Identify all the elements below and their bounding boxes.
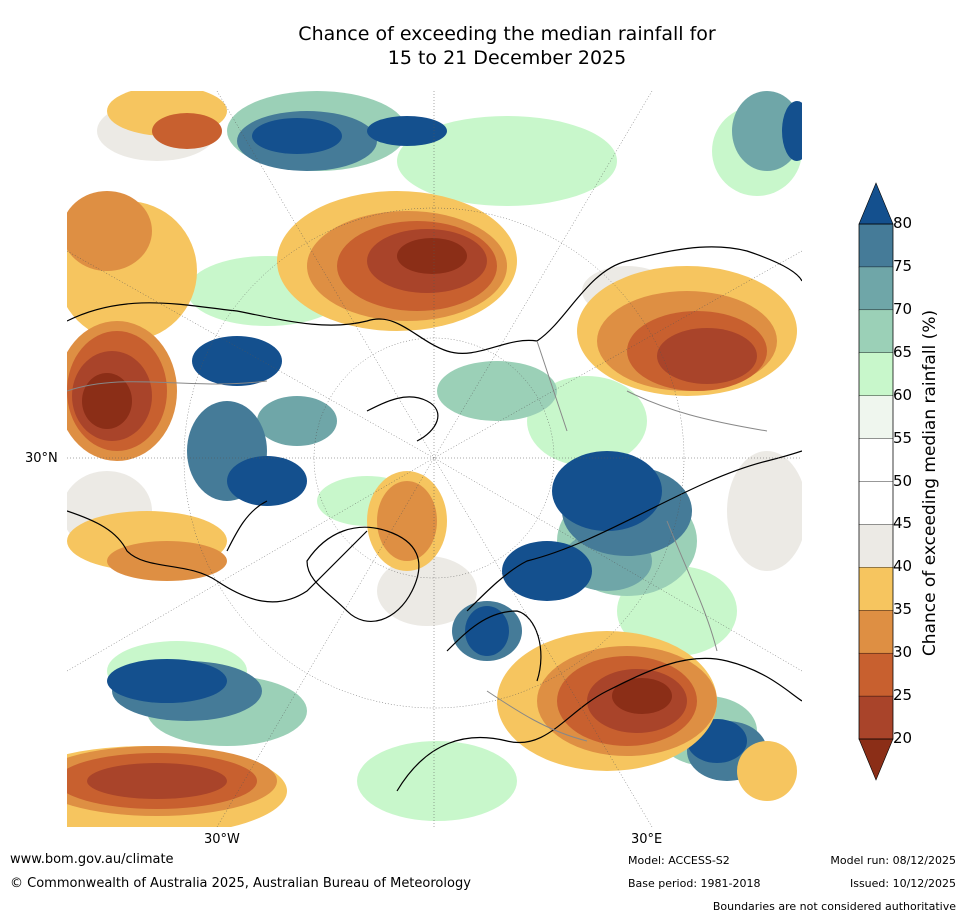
colorbar-tick-label: 40 bbox=[893, 557, 913, 576]
title-line-1: Chance of exceeding the median rainfall … bbox=[298, 23, 716, 45]
colorbar-band bbox=[858, 567, 894, 611]
footer-model-run: Model run: 08/12/2025 bbox=[830, 854, 956, 867]
colorbar-over-arrow bbox=[858, 182, 894, 225]
colorbar-band bbox=[858, 352, 894, 397]
colorbar-band bbox=[858, 524, 894, 569]
colorbar-band bbox=[858, 223, 894, 268]
colorbar-under-arrow bbox=[858, 738, 894, 781]
footer-disclaimer: Boundaries are not considered authoritat… bbox=[712, 900, 956, 913]
footer-base-period: Base period: 1981-2018 bbox=[628, 877, 761, 890]
colorbar-band bbox=[858, 695, 894, 740]
colorbar-band bbox=[858, 438, 894, 483]
colorbar-outline bbox=[858, 223, 894, 740]
chart-title: Chance of exceeding the median rainfall … bbox=[0, 22, 965, 70]
country-boundaries bbox=[67, 340, 768, 742]
colorbar-bands bbox=[858, 223, 894, 740]
colorbar-band bbox=[858, 395, 894, 440]
colorbar-band bbox=[858, 266, 894, 311]
brown-20-patches bbox=[82, 238, 672, 714]
title-line-2: 15 to 21 December 2025 bbox=[387, 47, 627, 69]
colorbar-band bbox=[858, 481, 894, 526]
colorbar-tick-label: 60 bbox=[893, 385, 913, 404]
colorbar-title: Chance of exceeding median rainfall (%) bbox=[920, 309, 940, 657]
colorbar-tick-label: 65 bbox=[893, 342, 913, 361]
colorbar-tick-label: 70 bbox=[893, 299, 913, 318]
graticule bbox=[67, 91, 802, 827]
footer-model: Model: ACCESS-S2 bbox=[628, 854, 730, 867]
colorbar-tick-label: 35 bbox=[893, 600, 913, 619]
colorbar-band bbox=[858, 309, 894, 354]
colorbar-tick-label: 25 bbox=[893, 686, 913, 705]
coastlines bbox=[67, 246, 802, 792]
colorbar-tick-label: 20 bbox=[893, 729, 913, 747]
colorbar-tick-label: 55 bbox=[893, 428, 913, 447]
colorbar-tick-label: 80 bbox=[893, 214, 913, 232]
footer-issued: Issued: 10/12/2025 bbox=[849, 877, 956, 890]
colorbar-tick-label: 75 bbox=[893, 256, 913, 275]
colorbar-band bbox=[858, 610, 894, 654]
colorbar-band bbox=[858, 652, 894, 697]
colorbar-tick-label: 50 bbox=[893, 471, 913, 490]
colorbar-tick-label: 30 bbox=[893, 643, 913, 662]
colorbar-tick-label: 45 bbox=[893, 514, 913, 533]
rainfall-probability-map bbox=[67, 91, 802, 827]
lon-label-30e: 30°E bbox=[631, 832, 663, 847]
footer-url: www.bom.gov.au/climate bbox=[10, 852, 174, 867]
footer-copyright: © Commonwealth of Australia 2025, Austra… bbox=[10, 876, 471, 891]
lon-label-30w: 30°W bbox=[204, 832, 240, 847]
lat-label-30n: 30°N bbox=[25, 451, 58, 466]
